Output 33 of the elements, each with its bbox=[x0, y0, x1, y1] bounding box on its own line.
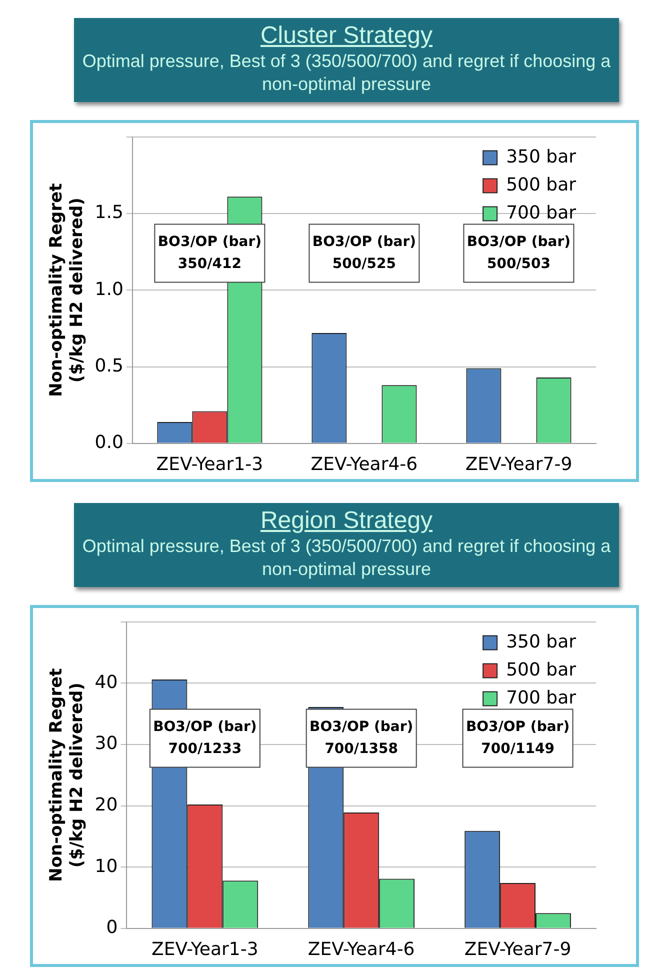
chart-title: Cluster Strategy bbox=[259, 22, 434, 50]
y-axis-title: Non-optimality Regret ($/kg H2 delivered) bbox=[46, 183, 88, 397]
legend-label: 350 bar bbox=[506, 146, 577, 168]
chart-subtitle: Optimal pressure, Best of 3 (350/500/700) and regret if choosing a non-optimal pressure bbox=[81, 535, 612, 581]
annotation: BO3/OP (bar) 700/1233 bbox=[153, 718, 257, 757]
y-tick-label: 0 bbox=[106, 917, 118, 938]
legend-label: 700 bar bbox=[506, 687, 577, 708]
y-tick-label: 40 bbox=[94, 672, 118, 693]
x-tick-label: ZEV-Year1-3 bbox=[152, 938, 258, 960]
legend-label: 500 bar bbox=[506, 659, 577, 680]
annotation: BO3/OP (bar) 500/503 bbox=[466, 234, 571, 272]
annotation: BO3/OP (bar) 350/412 bbox=[158, 234, 262, 272]
y-tick-label: 30 bbox=[94, 733, 118, 754]
chart-subtitle: Optimal pressure, Best of 3 (350/500/700) and regret if choosing a non-optimal pressure bbox=[81, 50, 612, 96]
annotation: BO3/OP (bar) 700/1149 bbox=[466, 718, 570, 757]
y-tick-label: 20 bbox=[94, 794, 118, 816]
y-tick-label: 10 bbox=[94, 856, 118, 877]
x-tick-label: ZEV-Year7-9 bbox=[464, 938, 572, 960]
y-tick-label: 0.5 bbox=[94, 355, 124, 376]
x-tick-label: ZEV-Year4-6 bbox=[310, 454, 418, 475]
annotation: BO3/OP (bar) 500/525 bbox=[312, 234, 416, 272]
y-tick-label: 1.0 bbox=[94, 278, 124, 300]
x-tick-label: ZEV-Year7-9 bbox=[465, 454, 572, 475]
chart-title: Region Strategy bbox=[259, 507, 434, 535]
x-tick-label: ZEV-Year4-6 bbox=[308, 938, 415, 960]
legend-label: 500 bar bbox=[506, 174, 577, 196]
y-tick-label: 1.5 bbox=[94, 202, 124, 224]
y-axis-title: Non-optimality Regret ($/kg H2 delivered) bbox=[46, 668, 88, 882]
x-tick-label: ZEV-Year1-3 bbox=[156, 454, 264, 475]
legend-label: 700 bar bbox=[506, 202, 577, 224]
annotation: BO3/OP (bar) 700/1358 bbox=[310, 718, 414, 757]
legend-label: 350 bar bbox=[506, 631, 577, 652]
y-tick-label: 0.0 bbox=[94, 432, 124, 454]
